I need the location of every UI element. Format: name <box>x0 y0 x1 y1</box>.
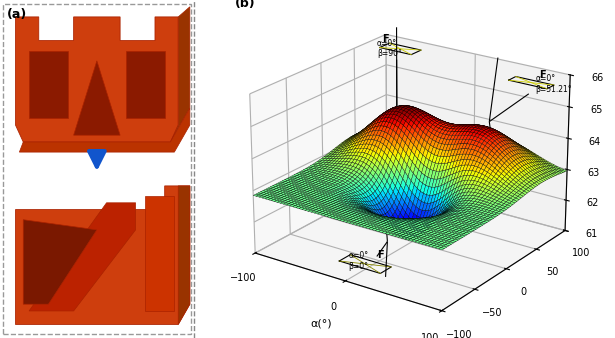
Polygon shape <box>20 108 190 152</box>
Polygon shape <box>15 17 178 142</box>
Polygon shape <box>29 203 136 311</box>
Text: (a): (a) <box>7 8 27 21</box>
Polygon shape <box>15 186 190 324</box>
X-axis label: α(°): α(°) <box>311 318 332 328</box>
Polygon shape <box>23 220 97 304</box>
Polygon shape <box>74 61 120 135</box>
Polygon shape <box>145 196 175 311</box>
Polygon shape <box>126 51 165 118</box>
Polygon shape <box>178 186 190 324</box>
Polygon shape <box>170 7 190 142</box>
Polygon shape <box>29 51 68 118</box>
Text: (b): (b) <box>235 0 256 10</box>
